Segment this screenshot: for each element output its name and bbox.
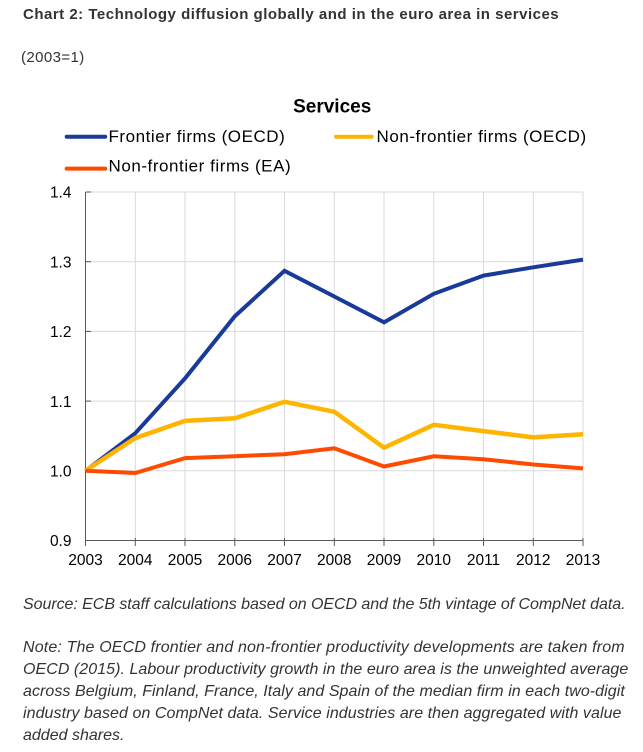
svg-text:2004: 2004	[118, 552, 153, 569]
svg-text:Frontier firms (OECD): Frontier firms (OECD)	[109, 127, 286, 146]
svg-text:1.0: 1.0	[50, 464, 72, 481]
svg-text:2007: 2007	[267, 552, 301, 569]
svg-text:1.1: 1.1	[50, 394, 72, 411]
svg-text:1.2: 1.2	[50, 324, 72, 341]
svg-text:Non-frontier firms (EA): Non-frontier firms (EA)	[109, 156, 292, 175]
svg-text:2010: 2010	[417, 552, 452, 569]
svg-text:Services: Services	[293, 97, 371, 118]
svg-text:2005: 2005	[168, 552, 202, 569]
svg-text:2003: 2003	[68, 552, 102, 569]
svg-text:2006: 2006	[218, 552, 252, 569]
svg-text:0.9: 0.9	[50, 533, 72, 550]
svg-text:1.4: 1.4	[50, 185, 72, 202]
svg-text:Non-frontier firms (OECD): Non-frontier firms (OECD)	[377, 127, 587, 146]
svg-text:2009: 2009	[367, 552, 401, 569]
svg-text:1.3: 1.3	[50, 254, 72, 271]
svg-text:2013: 2013	[566, 552, 600, 569]
svg-text:2012: 2012	[516, 552, 550, 569]
svg-text:2011: 2011	[467, 552, 500, 569]
svg-text:2008: 2008	[317, 552, 351, 569]
